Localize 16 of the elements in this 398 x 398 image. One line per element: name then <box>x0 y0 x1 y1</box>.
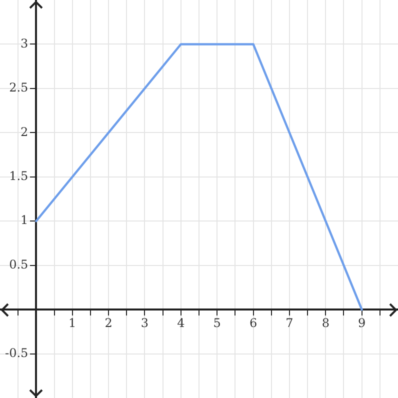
y-tick-label: 2 <box>20 124 28 139</box>
y-tick-label: 0.5 <box>9 257 28 272</box>
x-tick-label: 7 <box>286 316 294 330</box>
x-tick-label: 5 <box>213 316 221 330</box>
y-tick-label: -0.5 <box>5 346 28 360</box>
x-tick-label: 4 <box>177 316 186 330</box>
x-tick-label: 8 <box>322 316 330 330</box>
x-tick-label: 6 <box>249 316 258 330</box>
y-tick-label: 3 <box>20 36 28 50</box>
y-tick-label: 1.5 <box>9 169 28 184</box>
x-tick-label: 9 <box>358 316 366 330</box>
x-tick-label: 3 <box>140 316 149 330</box>
x-tick-label: 2 <box>104 316 112 330</box>
y-tick-label: 2.5 <box>9 80 28 95</box>
x-tick-label: 1 <box>68 316 76 330</box>
y-tick-label: 1 <box>20 213 28 228</box>
